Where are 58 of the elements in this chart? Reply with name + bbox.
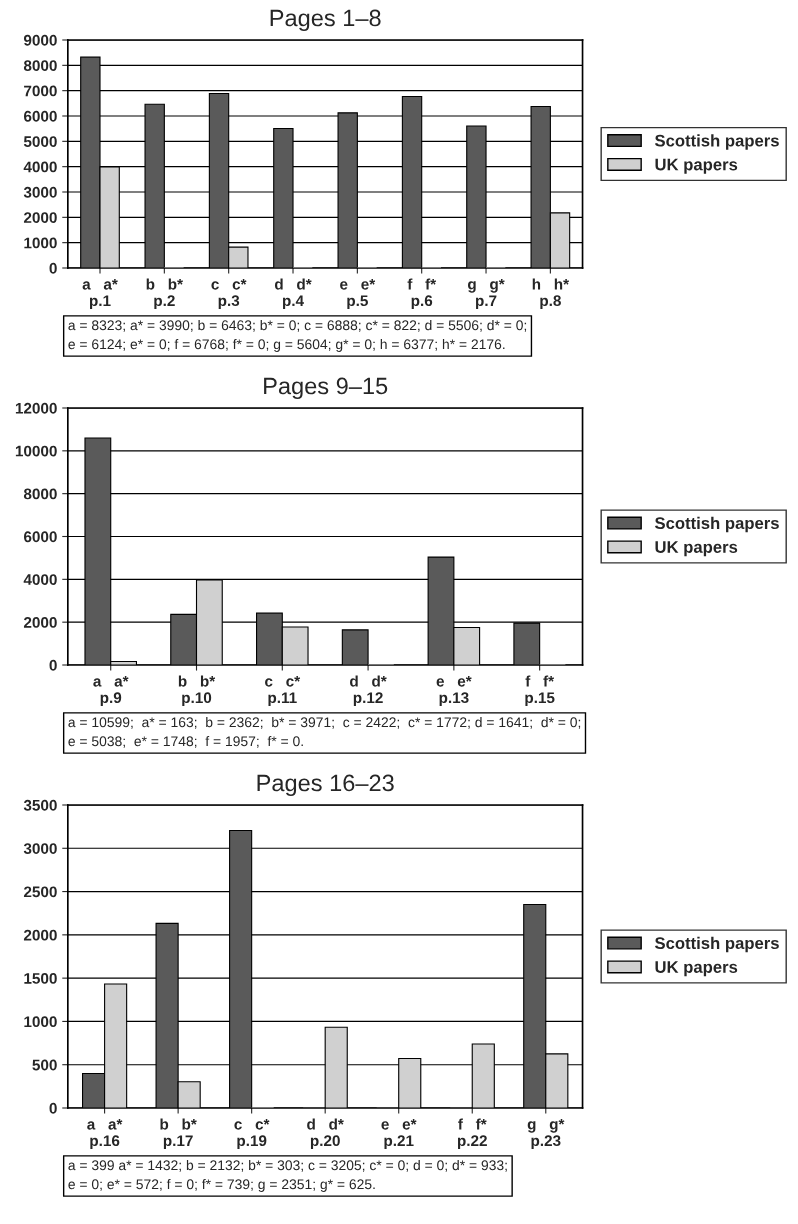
x-tick-label: c c* p.3: [211, 278, 247, 310]
y-tick-label: 3500: [23, 799, 57, 811]
legend-label: Scottish papers: [654, 516, 779, 533]
y-tick-label: 1000: [24, 237, 57, 249]
x-tick-label: a a* p.16: [87, 1118, 123, 1150]
y-tick-label: 9000: [23, 34, 57, 46]
legend-label: UK papers: [655, 158, 738, 174]
chart-title: Pages 16–23: [257, 774, 394, 797]
y-tick-label: 500: [32, 1059, 57, 1071]
x-tick-label: e e* p.13: [436, 675, 472, 707]
y-tick-label: 8000: [23, 60, 57, 72]
x-tick-label: h h* p.8: [532, 278, 570, 310]
x-tick-label: b b* p.2: [146, 278, 183, 310]
x-tick-label: c c* p.11: [265, 675, 301, 707]
legend-label: Scottish papers: [654, 936, 779, 953]
x-tick-label: g g* p.7: [467, 278, 505, 310]
text: a = 399 a* = 1432; b = 2132; b* = 303; c = 3205; c* = 0; d = 0; d* = 933; e = 0; e* = 572; f = 0; f* = 739; g = 2351; g* = 625.: [68, 1160, 507, 1192]
y-tick-label: 12000: [15, 402, 57, 414]
x-tick-label: a a* p.1: [82, 278, 118, 310]
x-tick-label: c c* p.19: [234, 1118, 270, 1150]
y-tick-label: 2500: [23, 886, 57, 898]
x-tick-label: f f* p.6: [407, 278, 437, 310]
x-tick-label: b b* p.17: [160, 1118, 197, 1150]
x-tick-label: e e* p.21: [381, 1118, 417, 1150]
text: a = 10599; a* = 163; b = 2362; b* = 3971; c = 2422; c* = 1772; d = 1641; d* = 0; e = 5038; e* = 1748; f = 1957; f* = 0.: [68, 717, 581, 748]
x-tick-label: d d* p.12: [350, 675, 387, 707]
y-tick-label: 4000: [23, 574, 57, 586]
y-tick-label: 0: [49, 659, 57, 671]
y-tick-label: 8000: [23, 488, 57, 500]
x-tick-label: f f* p.15: [525, 675, 555, 707]
x-tick-label: f f* p.22: [457, 1118, 487, 1150]
x-tick-label: b b* p.10: [178, 675, 216, 707]
y-tick-label: 4000: [23, 161, 57, 173]
chart-title: Pages 1–8: [270, 9, 381, 32]
y-tick-label: 6000: [23, 110, 57, 122]
legend-label: UK papers: [655, 541, 738, 557]
y-tick-label: 0: [49, 1102, 57, 1114]
y-tick-label: 5000: [23, 136, 57, 148]
legend-label: UK papers: [655, 961, 738, 977]
legend-label: Scottish papers: [654, 134, 779, 150]
y-tick-label: 3000: [23, 843, 57, 854]
x-tick-label: g g* p.23: [527, 1118, 565, 1150]
y-tick-label: 6000: [23, 531, 57, 543]
y-tick-label: 2000: [23, 617, 57, 628]
x-tick-label: a a* p.9: [93, 675, 129, 707]
y-tick-label: 2000: [23, 212, 57, 224]
y-tick-label: 2000: [23, 929, 57, 941]
text: a = 8323; a* = 3990; b = 6463; b* = 0; c = 6888; c* = 822; d = 5506; d* = 0; e = 6124; e* = 0; f = 6768; f* = 0; g = 5604; g* = 0; h = 6377; h* = 2176.: [68, 320, 527, 352]
y-tick-label: 1000: [24, 1016, 57, 1028]
y-tick-label: 7000: [24, 85, 57, 97]
x-tick-label: d d* p.4: [274, 278, 312, 310]
y-tick-label: 0: [49, 262, 57, 274]
x-tick-label: e e* p.5: [340, 278, 376, 310]
y-tick-label: 10000: [15, 445, 57, 457]
y-tick-label: 1500: [24, 973, 57, 984]
y-tick-label: 3000: [23, 186, 57, 198]
chart-title: Pages 9–15: [264, 377, 388, 400]
x-tick-label: d d* p.20: [307, 1118, 344, 1150]
